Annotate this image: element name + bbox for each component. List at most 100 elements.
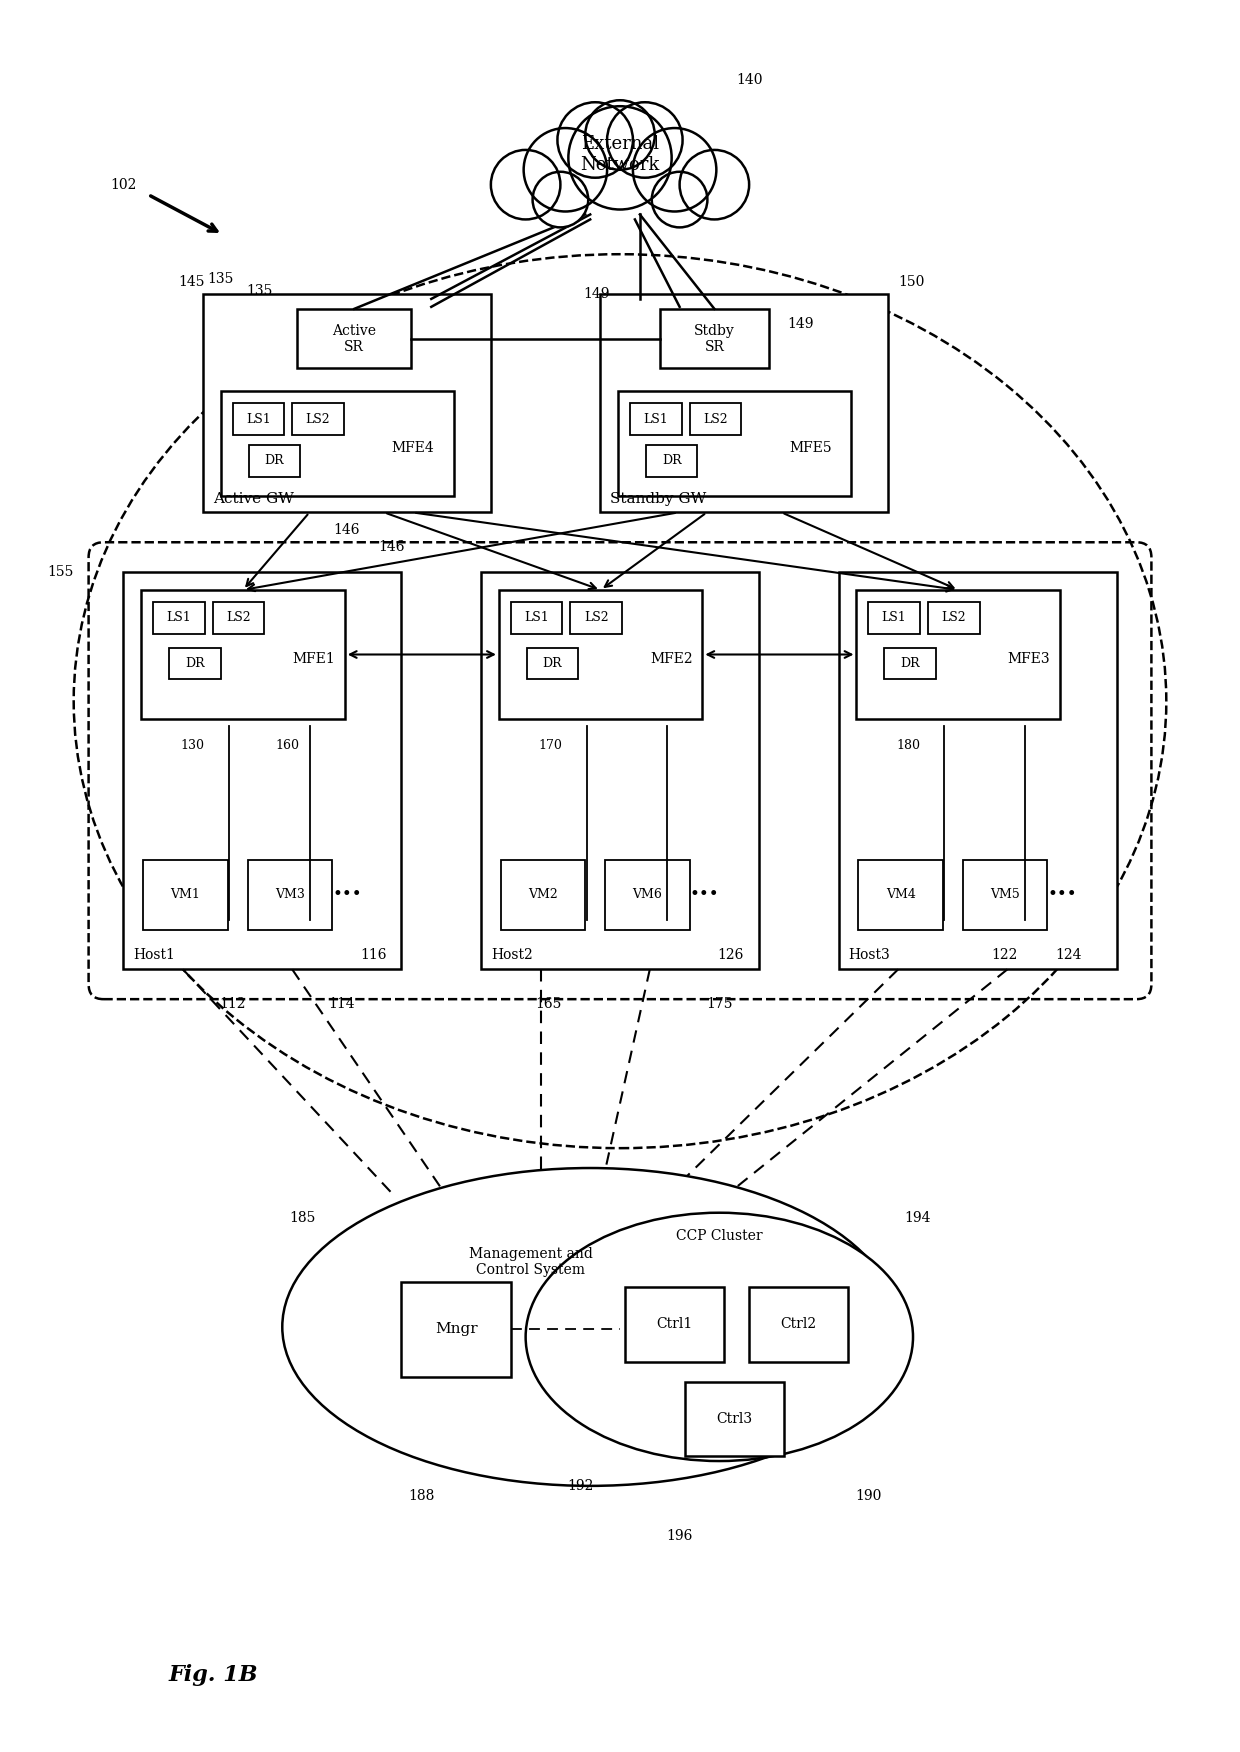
- Text: 180: 180: [897, 739, 920, 752]
- Bar: [857, 590, 1060, 718]
- Circle shape: [632, 128, 717, 212]
- Text: DR: DR: [543, 657, 562, 669]
- Text: Management and
Control System: Management and Control System: [469, 1247, 593, 1277]
- Text: 150: 150: [898, 275, 925, 289]
- Circle shape: [680, 151, 749, 219]
- Bar: [298, 308, 412, 368]
- Text: Active
SR: Active SR: [332, 324, 376, 354]
- Text: •••: •••: [1048, 887, 1076, 904]
- Bar: [868, 603, 920, 634]
- Text: 146: 146: [378, 540, 404, 554]
- Text: •••: •••: [332, 887, 362, 904]
- Text: LS2: LS2: [226, 611, 250, 624]
- Circle shape: [585, 100, 655, 170]
- Text: MFE2: MFE2: [650, 652, 692, 666]
- Text: LS2: LS2: [306, 412, 330, 426]
- Text: 190: 190: [856, 1489, 882, 1503]
- Bar: [884, 648, 936, 680]
- Bar: [203, 294, 491, 512]
- Text: Ctrl1: Ctrl1: [656, 1318, 693, 1332]
- Text: DR: DR: [662, 454, 682, 468]
- Bar: [660, 308, 769, 368]
- Text: 126: 126: [718, 948, 744, 962]
- Text: LS1: LS1: [246, 412, 270, 426]
- Ellipse shape: [526, 1212, 913, 1461]
- Bar: [962, 860, 1047, 930]
- Bar: [511, 603, 563, 634]
- Text: 114: 114: [329, 997, 355, 1011]
- Text: 122: 122: [992, 948, 1018, 962]
- Text: VM6: VM6: [632, 888, 662, 901]
- Circle shape: [533, 172, 588, 228]
- Text: CCP Cluster: CCP Cluster: [676, 1228, 763, 1242]
- Circle shape: [652, 172, 707, 228]
- Bar: [928, 603, 980, 634]
- Text: 160: 160: [275, 739, 299, 752]
- Text: Host1: Host1: [133, 948, 175, 962]
- Bar: [248, 860, 332, 930]
- Text: LS1: LS1: [644, 412, 668, 426]
- Text: DR: DR: [900, 657, 920, 669]
- Circle shape: [608, 102, 682, 177]
- Circle shape: [533, 172, 588, 228]
- Text: 196: 196: [666, 1528, 693, 1542]
- Text: LS1: LS1: [525, 611, 549, 624]
- Bar: [570, 603, 622, 634]
- Text: Stdby
SR: Stdby SR: [694, 324, 735, 354]
- Circle shape: [491, 151, 560, 219]
- Text: 145: 145: [179, 275, 205, 289]
- Text: 188: 188: [408, 1489, 434, 1503]
- Bar: [213, 603, 264, 634]
- Text: Fig. 1B: Fig. 1B: [169, 1664, 258, 1685]
- Text: 135: 135: [208, 272, 234, 286]
- Text: Ctrl2: Ctrl2: [781, 1318, 817, 1332]
- Text: MFE3: MFE3: [1007, 652, 1050, 666]
- Text: LS2: LS2: [703, 412, 728, 426]
- Bar: [481, 573, 759, 969]
- Text: 175: 175: [706, 997, 733, 1011]
- Text: VM1: VM1: [171, 888, 201, 901]
- Text: LS2: LS2: [584, 611, 609, 624]
- Text: 149: 149: [787, 317, 813, 331]
- Bar: [293, 403, 343, 434]
- Bar: [858, 860, 942, 930]
- Text: 185: 185: [289, 1211, 315, 1225]
- Text: External
Network: External Network: [580, 135, 660, 173]
- Bar: [123, 573, 402, 969]
- Circle shape: [491, 151, 560, 219]
- Circle shape: [558, 102, 632, 177]
- Bar: [154, 603, 205, 634]
- Bar: [141, 590, 345, 718]
- Text: 155: 155: [47, 566, 73, 580]
- Text: LS1: LS1: [882, 611, 906, 624]
- Text: 140: 140: [735, 74, 763, 88]
- Bar: [169, 648, 221, 680]
- Text: VM2: VM2: [528, 888, 558, 901]
- Bar: [630, 403, 682, 434]
- Text: 170: 170: [538, 739, 563, 752]
- Text: Host2: Host2: [491, 948, 533, 962]
- Bar: [402, 1282, 511, 1377]
- Text: 149: 149: [584, 287, 610, 301]
- Text: 102: 102: [110, 177, 136, 191]
- Text: MFE1: MFE1: [293, 652, 335, 666]
- Bar: [144, 860, 228, 930]
- Text: 165: 165: [536, 997, 562, 1011]
- Text: 116: 116: [360, 948, 387, 962]
- Text: 192: 192: [567, 1479, 594, 1493]
- Text: DR: DR: [185, 657, 205, 669]
- Circle shape: [568, 107, 672, 210]
- Bar: [527, 648, 578, 680]
- Circle shape: [523, 128, 608, 212]
- Text: Mngr: Mngr: [435, 1323, 477, 1337]
- Bar: [684, 1382, 784, 1456]
- Bar: [248, 445, 300, 477]
- Text: LS1: LS1: [166, 611, 191, 624]
- Bar: [233, 403, 284, 434]
- Bar: [618, 391, 852, 496]
- Text: VM5: VM5: [990, 888, 1019, 901]
- Text: 194: 194: [905, 1211, 931, 1225]
- Text: Ctrl3: Ctrl3: [717, 1412, 753, 1426]
- Circle shape: [523, 128, 608, 212]
- Text: Host3: Host3: [848, 948, 890, 962]
